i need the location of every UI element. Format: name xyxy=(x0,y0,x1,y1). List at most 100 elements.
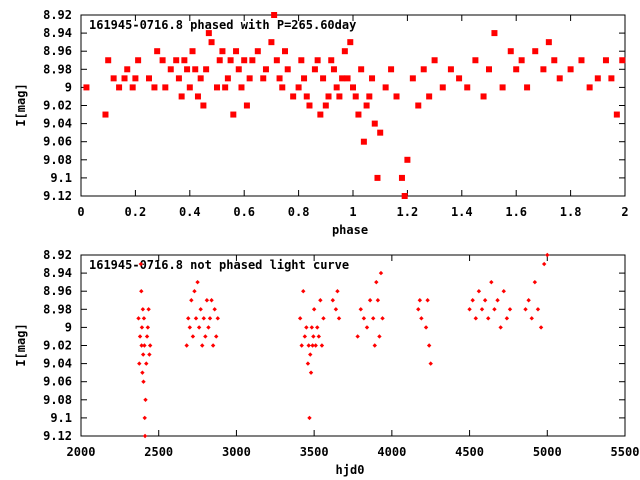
data-point xyxy=(209,298,214,303)
data-point xyxy=(602,57,609,64)
data-point xyxy=(545,252,550,258)
data-point xyxy=(260,75,267,82)
data-point xyxy=(151,84,158,91)
data-point xyxy=(305,361,311,366)
phased-light-curve-panel: 161945-0716.8 phased with P=265.60day ph… xyxy=(14,8,629,237)
y-tick-label: 8.92 xyxy=(43,248,72,262)
data-point xyxy=(425,298,430,303)
data-point xyxy=(339,75,346,82)
data-point xyxy=(398,174,405,181)
y-tick-label: 9.06 xyxy=(43,135,72,149)
data-point xyxy=(367,298,373,303)
data-point xyxy=(366,93,373,100)
data-point xyxy=(551,57,558,64)
data-point xyxy=(594,75,601,82)
x-tick-label: 4000 xyxy=(377,445,406,459)
data-point xyxy=(295,84,302,91)
data-point xyxy=(139,289,144,294)
data-point xyxy=(358,307,363,312)
data-point xyxy=(419,316,424,321)
data-point xyxy=(233,48,240,55)
data-point xyxy=(142,343,147,348)
chart-title: 161945-0716.8 phased with P=265.60day xyxy=(89,18,356,32)
data-point xyxy=(144,361,149,366)
x-tick-label: 2 xyxy=(621,205,628,219)
data-point xyxy=(377,334,382,339)
data-point xyxy=(507,48,514,55)
data-point xyxy=(203,334,208,339)
data-points xyxy=(136,252,550,439)
data-point xyxy=(282,48,288,55)
data-point xyxy=(207,316,213,321)
data-point xyxy=(141,379,146,384)
data-point xyxy=(498,325,503,330)
data-point xyxy=(336,93,343,100)
data-point xyxy=(341,48,348,55)
data-point xyxy=(167,66,174,73)
x-tick-label: 4500 xyxy=(455,445,484,459)
data-point xyxy=(375,298,381,303)
data-point xyxy=(355,111,362,118)
data-point xyxy=(518,57,525,64)
data-point xyxy=(206,325,211,330)
y-tick-label: 8.94 xyxy=(43,26,72,40)
data-point xyxy=(308,352,313,357)
data-point xyxy=(306,102,313,109)
data-point xyxy=(374,174,381,181)
data-point xyxy=(254,48,261,55)
data-point xyxy=(374,279,379,285)
data-point xyxy=(262,66,269,73)
data-point xyxy=(416,307,421,312)
data-point xyxy=(140,370,145,375)
data-point xyxy=(205,30,212,37)
data-point xyxy=(369,75,376,82)
data-point xyxy=(143,397,148,402)
data-point xyxy=(198,307,203,312)
data-point xyxy=(301,289,306,294)
data-point xyxy=(476,289,482,294)
data-point xyxy=(129,84,136,91)
data-point xyxy=(83,84,90,91)
data-point xyxy=(144,334,150,339)
data-point xyxy=(311,334,316,339)
data-point xyxy=(302,334,308,339)
x-tick-label: 1 xyxy=(349,205,356,219)
data-point xyxy=(241,57,248,64)
data-point xyxy=(136,316,141,321)
data-point xyxy=(139,325,145,330)
data-point xyxy=(184,66,191,73)
data-point xyxy=(212,307,217,312)
data-point xyxy=(298,57,305,64)
axis-ticks: 2000 2500 3000 3500 4000 4500 5000 5500 8.92 8.94… xyxy=(43,248,639,459)
data-point xyxy=(210,343,216,348)
data-point xyxy=(313,343,318,348)
y-tick-label: 9.08 xyxy=(43,393,72,407)
data-point xyxy=(491,30,498,37)
data-point xyxy=(116,84,123,91)
data-point xyxy=(246,75,253,82)
data-point xyxy=(578,57,585,64)
data-point xyxy=(431,57,438,64)
y-tick-label: 9.02 xyxy=(43,339,72,353)
x-tick-label: 0.4 xyxy=(179,205,201,219)
x-tick-label: 5000 xyxy=(533,445,562,459)
data-point xyxy=(540,66,547,73)
data-point xyxy=(271,12,278,18)
data-point xyxy=(147,352,152,357)
data-point xyxy=(230,111,237,118)
data-point xyxy=(192,66,199,73)
y-axis-label: I[mag] xyxy=(14,323,28,366)
data-point xyxy=(306,343,311,348)
data-point xyxy=(192,289,197,294)
data-point xyxy=(489,279,494,285)
data-point xyxy=(347,39,354,46)
data-point xyxy=(219,48,226,55)
y-tick-label: 8.94 xyxy=(43,266,72,280)
data-point xyxy=(147,343,153,348)
data-point xyxy=(214,334,219,339)
data-point xyxy=(142,415,147,421)
x-tick-label: 1.4 xyxy=(451,205,473,219)
data-point xyxy=(409,75,416,82)
data-point xyxy=(377,129,384,136)
data-point xyxy=(194,93,201,100)
